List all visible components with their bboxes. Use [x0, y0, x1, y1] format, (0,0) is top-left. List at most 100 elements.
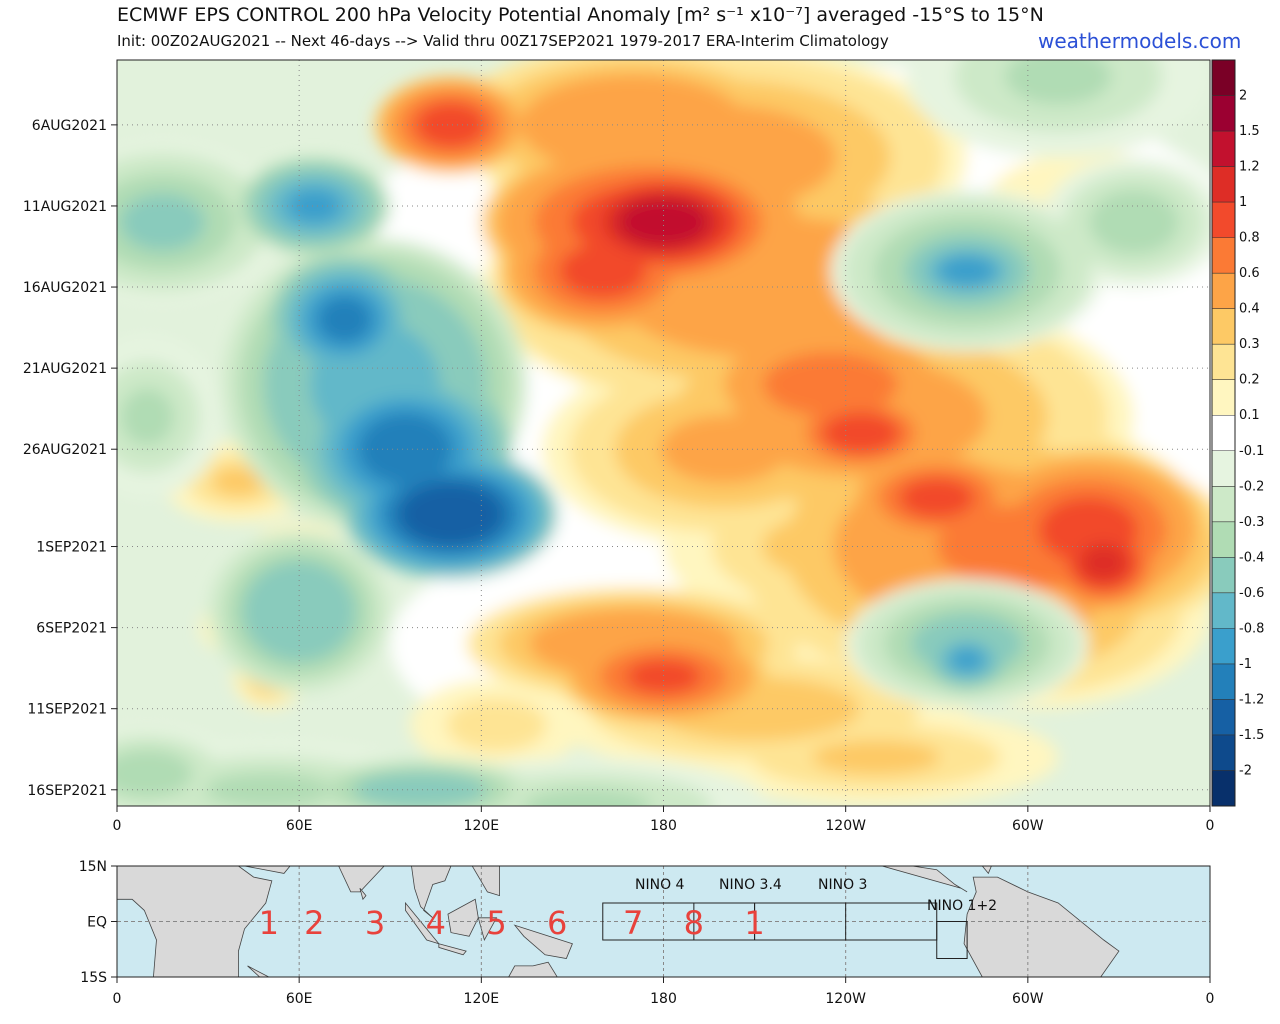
nino-label: NINO 3.4: [719, 877, 782, 893]
map-y-tick-label: EQ: [87, 915, 107, 931]
anomaly-cell: [660, 415, 788, 484]
colorbar-label: -1.5: [1239, 728, 1264, 743]
colorbar-label: 2: [1239, 89, 1247, 104]
newguinea-landmass: [513, 924, 573, 959]
colorbar-swatch: [1212, 628, 1235, 665]
anomaly-cell: [626, 659, 701, 694]
philippines-landmass: [471, 866, 500, 897]
colorbar-label: 1.5: [1239, 124, 1260, 139]
colorbar-label: 0.4: [1239, 302, 1260, 317]
x-tick-label: 60W: [1012, 818, 1044, 834]
anomaly-cell: [951, 648, 984, 672]
y-tick-label: 6SEP2021: [36, 621, 107, 637]
centralamerica-landmass: [881, 866, 968, 893]
colorbar-label: -1.2: [1239, 692, 1264, 707]
colorbar-label: -1: [1239, 657, 1252, 672]
colorbar-swatch: [1212, 699, 1235, 736]
y-tick-label: 1SEP2021: [36, 540, 107, 556]
java-landmass: [438, 943, 467, 956]
mjo-region-number: 1: [259, 904, 279, 942]
colorbar-swatch: [1212, 237, 1235, 274]
anomaly-cell: [415, 102, 486, 148]
colorbar-swatch: [1212, 273, 1235, 310]
map-x-tick-label: 120W: [825, 991, 866, 1007]
chart-title: ECMWF EPS CONTROL 200 hPa Velocity Poten…: [117, 4, 1044, 26]
anomaly-cell: [120, 193, 206, 251]
colorbar-swatch: [1212, 663, 1235, 700]
colorbar-swatch: [1212, 486, 1235, 523]
madagascar-landmass: [247, 965, 269, 977]
map-x-tick-label: 60E: [286, 991, 313, 1007]
colorbar-label: 0.3: [1239, 337, 1260, 352]
colorbar-swatch: [1212, 557, 1235, 594]
x-tick-label: 180: [650, 818, 677, 834]
x-tick-label: 0: [1206, 818, 1215, 834]
anomaly-cell: [398, 482, 504, 547]
colorbar-swatch: [1212, 450, 1235, 487]
colorbar-swatch: [1212, 734, 1235, 771]
anomaly-cell: [446, 698, 547, 752]
colorbar-label: 1.2: [1239, 160, 1260, 175]
nino-box: [936, 921, 968, 959]
anomaly-cell: [353, 771, 488, 806]
x-tick-label: 0: [113, 818, 122, 834]
map-x-tick-label: 60W: [1012, 991, 1044, 1007]
anomaly-cell: [117, 749, 193, 798]
mjo-region-number: 1: [744, 904, 764, 942]
colorbar-frame: [1211, 59, 1236, 807]
x-tick-label: 120W: [825, 818, 866, 834]
colorbar-label: -0.2: [1239, 479, 1264, 494]
australia-landmass: [460, 961, 558, 977]
anomaly-cell: [318, 296, 372, 343]
colorbar-swatch: [1212, 308, 1235, 345]
colorbar-label: -0.1: [1239, 444, 1264, 459]
anomaly-cell: [1005, 60, 1112, 105]
chart-subtitle: Init: 00Z02AUG2021 -- Next 46-days --> V…: [117, 32, 889, 50]
colorbar-swatch: [1212, 60, 1235, 97]
anomaly-cell: [822, 412, 900, 454]
y-tick-label: 11SEP2021: [27, 702, 107, 718]
southamerica-landmass: [963, 876, 1120, 977]
colorbar-label: 0.1: [1239, 408, 1260, 423]
colorbar-swatch: [1212, 166, 1235, 203]
site-link[interactable]: weathermodels.com: [1038, 29, 1242, 53]
map-y-tick-label: 15N: [79, 859, 107, 875]
nino-label: NINO 4: [635, 877, 685, 893]
y-tick-label: 6AUG2021: [32, 118, 107, 134]
map-y-tick-label: 15S: [80, 970, 107, 986]
mjo-region-number: 3: [365, 904, 385, 942]
mjo-region-number: 6: [547, 904, 567, 942]
x-tick-label: 120E: [464, 818, 500, 834]
colorbar-label: -0.3: [1239, 515, 1264, 530]
colorbar-swatch: [1212, 592, 1235, 629]
x-tick-label: 60E: [286, 818, 313, 834]
srilanka-landmass: [359, 887, 367, 901]
mjo-region-number: 5: [486, 904, 506, 942]
colorbar-label: -0.6: [1239, 586, 1264, 601]
colorbar-label: 1: [1239, 195, 1247, 210]
colorbar-swatch: [1212, 521, 1235, 558]
y-tick-label: 11AUG2021: [23, 199, 107, 215]
reference-map: [117, 866, 1210, 977]
colorbar: 2 1.5 1.2 1 0.8 0.6 0.4 0.3 0.2 0.1 -0.1 -0.2 -0.3 -0…: [1211, 59, 1264, 807]
anomaly-cell: [899, 477, 974, 518]
anomaly-cell: [618, 197, 709, 247]
map-x-tick-label: 0: [1206, 991, 1215, 1007]
colorbar-swatch: [1212, 131, 1235, 168]
map-x-tick-label: 180: [650, 991, 677, 1007]
anomaly-cell: [523, 788, 652, 806]
caribbean-landmass: [981, 866, 992, 875]
anomaly-cell: [519, 74, 747, 176]
hovmoller-heatmap: [117, 60, 1210, 806]
anomaly-cell: [358, 413, 453, 485]
indochina-landmass: [396, 866, 452, 919]
anomaly-cell: [287, 188, 341, 223]
colorbar-swatch: [1212, 379, 1235, 416]
anomaly-cell: [939, 255, 996, 286]
anomaly-cell: [1079, 543, 1128, 583]
arabia-landmass: [244, 866, 291, 874]
colorbar-swatch: [1212, 95, 1235, 132]
y-tick-label: 16SEP2021: [27, 783, 107, 799]
mjo-region-number: 2: [304, 904, 324, 942]
